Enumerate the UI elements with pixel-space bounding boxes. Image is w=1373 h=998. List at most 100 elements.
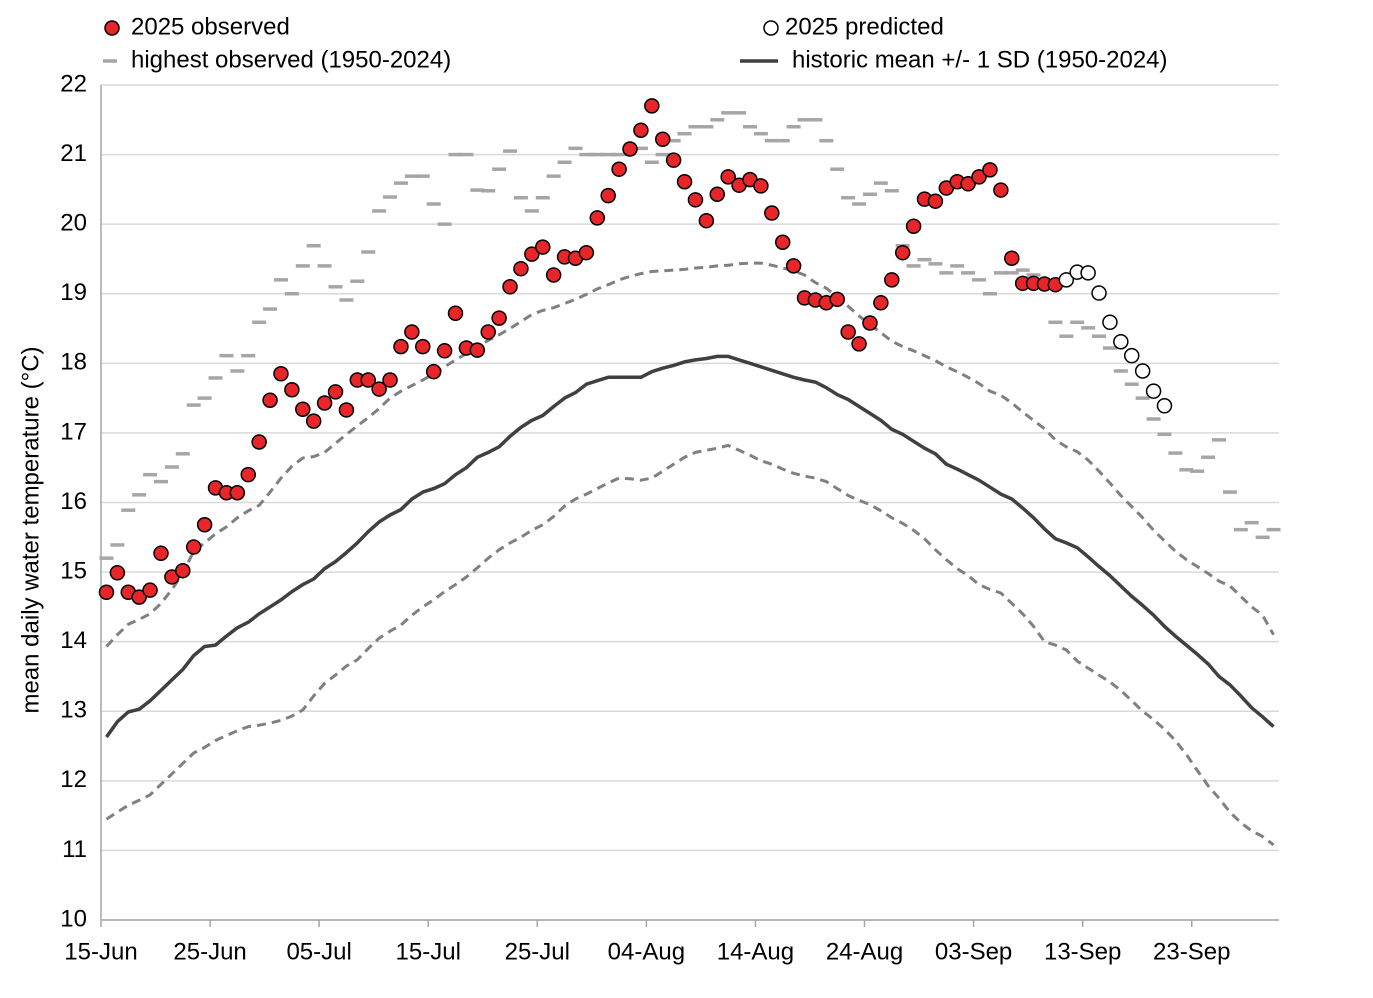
observed-point [491, 310, 507, 326]
observed-point [393, 338, 409, 355]
y-tick-label: 21 [60, 140, 87, 167]
observed-point [774, 234, 791, 251]
mean-line [105, 354, 1275, 739]
observed-point [633, 122, 649, 138]
observed-point [1004, 250, 1020, 267]
observed-point [764, 205, 780, 221]
y-tick-label: 11 [62, 836, 87, 863]
observed-point [273, 366, 289, 382]
x-tick-label: 05-Jul [286, 938, 351, 965]
observed-point [862, 315, 878, 331]
predicted-point [1145, 383, 1162, 399]
observed-point [545, 267, 562, 283]
observed-point [578, 244, 595, 261]
observed-point [240, 466, 256, 483]
observed-point [109, 565, 126, 581]
observed-point [851, 336, 867, 352]
x-tick-label: 03-Sep [935, 938, 1012, 965]
x-tick-label: 25-Jun [173, 938, 246, 965]
observed-point [654, 131, 671, 148]
observed-point [305, 413, 322, 429]
predicted-point [1080, 265, 1096, 281]
observed-point [905, 218, 922, 235]
y-tick-label: 22 [60, 70, 87, 97]
observed-point [589, 210, 606, 226]
observed-point [840, 324, 856, 340]
observed-point [229, 485, 246, 501]
y-tick-label: 19 [60, 279, 87, 306]
y-tick-label: 14 [60, 627, 87, 654]
observed-point [884, 272, 900, 288]
x-tick-label: 15-Jul [396, 938, 461, 965]
observed-point [502, 279, 518, 295]
y-tick-label: 13 [60, 697, 87, 724]
observed-point [753, 178, 769, 194]
y-tick-label: 20 [60, 210, 87, 237]
observed-point [829, 291, 845, 308]
observed-point [436, 343, 453, 359]
observed-point [993, 182, 1009, 198]
observed-point [665, 152, 682, 168]
observed-point [927, 193, 944, 209]
observed-point [196, 517, 213, 533]
observed-point [371, 381, 387, 397]
predicted-point [1091, 285, 1107, 301]
predicted-point [1058, 272, 1075, 288]
observed-point [142, 582, 158, 598]
predicted-point [1124, 347, 1140, 364]
observed-point [720, 169, 736, 185]
observed-point [251, 434, 267, 450]
observed-point [295, 401, 311, 418]
legend-label: 2025 predicted [785, 13, 944, 40]
observed-point [98, 584, 115, 601]
predicted-point [1134, 363, 1151, 379]
legend-label: 2025 observed [131, 13, 290, 40]
observed-point [360, 372, 376, 388]
y-axis-title: mean daily water temperature (°C) [17, 346, 44, 713]
observed-point [382, 372, 398, 388]
y-tick-label: 18 [60, 349, 87, 376]
observed-point [785, 258, 802, 274]
legend-label: historic mean +/- 1 SD (1950-2024) [792, 46, 1168, 73]
y-tick-label: 15 [60, 557, 87, 584]
observed-point [644, 98, 660, 114]
x-tick-label: 14-Aug [717, 938, 794, 965]
observed-point [185, 539, 202, 555]
observed-point [131, 589, 147, 605]
observed-point [327, 384, 344, 400]
observed-point [676, 173, 693, 190]
legend-symbol [104, 20, 120, 36]
y-tick-label: 16 [60, 488, 87, 515]
observed-point [698, 212, 715, 229]
sd-line [105, 443, 1275, 847]
x-tick-label: 23-Sep [1153, 938, 1230, 965]
observed-point [622, 141, 638, 157]
x-tick-label: 04-Aug [608, 938, 685, 965]
predicted-point [1102, 314, 1118, 331]
observed-point [513, 260, 529, 277]
observed-point [404, 324, 420, 340]
observed-point [447, 305, 464, 321]
observed-point [415, 338, 431, 355]
x-tick-label: 24-Aug [826, 938, 903, 965]
y-tick-label: 10 [60, 905, 87, 932]
x-tick-label: 25-Jul [505, 938, 570, 965]
observed-point [709, 186, 726, 202]
observed-point [600, 187, 616, 204]
observed-point [524, 246, 540, 262]
predicted-point [1156, 398, 1173, 414]
observed-point [316, 395, 333, 411]
observed-point [687, 192, 704, 208]
observed-point [262, 392, 278, 408]
observed-point [971, 169, 987, 185]
observed-point [535, 239, 551, 255]
predicted-point [1113, 334, 1129, 350]
sd-line [105, 261, 1275, 648]
y-tick-label: 12 [60, 766, 87, 793]
observed-point [982, 162, 998, 178]
observed-point [338, 402, 355, 418]
observed-point [469, 342, 486, 358]
observed-point [611, 161, 627, 177]
